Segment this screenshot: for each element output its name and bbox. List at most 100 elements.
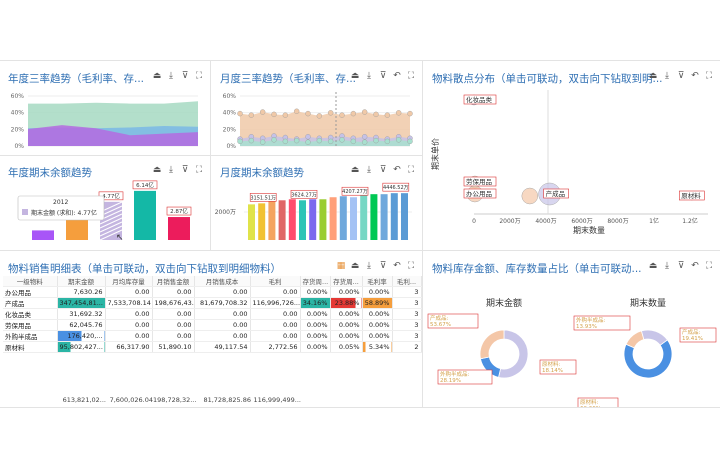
bar[interactable] <box>360 195 368 240</box>
undo-icon[interactable]: ↶ <box>393 261 401 271</box>
data-point[interactable] <box>339 137 345 143</box>
data-point[interactable] <box>305 110 311 117</box>
drill-icon[interactable]: ⤓ <box>169 71 173 81</box>
undo-icon[interactable]: ↶ <box>393 165 401 175</box>
table-row[interactable]: 外购半成品 176,420,... 0.00 0.00 0.00 0.00 0.00% 0.0… <box>3 330 422 342</box>
bar[interactable] <box>268 201 276 240</box>
data-point[interactable] <box>339 112 345 118</box>
donut-slice[interactable] <box>625 330 645 349</box>
data-point[interactable] <box>305 139 311 145</box>
data-point[interactable] <box>361 139 368 145</box>
bar[interactable] <box>329 197 337 240</box>
column-header[interactable]: 毛利 <box>250 276 301 287</box>
data-point[interactable] <box>407 138 413 145</box>
bar[interactable] <box>32 230 54 240</box>
bar[interactable] <box>401 193 408 240</box>
year-rate-chart[interactable]: 60% 40% 20% 0% <box>0 84 210 154</box>
filter-icon[interactable]: ⊽ <box>677 71 685 81</box>
export-icon[interactable]: ⏏ <box>152 71 162 81</box>
bar[interactable] <box>309 199 317 240</box>
table-row[interactable]: 原材料 95,802,427... 66,317.90 51,890.10 49,117… <box>3 341 422 353</box>
expand-icon[interactable]: ⛶ <box>195 165 203 175</box>
export-icon[interactable]: ⏏ <box>350 261 360 271</box>
export-icon[interactable]: ⏏ <box>152 165 162 175</box>
data-point[interactable] <box>384 112 391 118</box>
drill-icon[interactable]: ⤓ <box>169 165 173 175</box>
bar[interactable] <box>380 194 388 240</box>
drill-icon[interactable]: ⤓ <box>367 165 371 175</box>
column-header[interactable]: 存货周... <box>330 276 363 287</box>
bar[interactable] <box>370 194 378 240</box>
data-point[interactable] <box>282 112 289 118</box>
data-point[interactable] <box>384 138 391 145</box>
column-header[interactable]: 月销售成本 <box>194 276 251 287</box>
data-point[interactable] <box>248 137 255 144</box>
data-point[interactable] <box>237 110 243 117</box>
bar[interactable] <box>258 203 266 240</box>
data-point[interactable] <box>237 138 243 145</box>
data-point[interactable] <box>316 137 323 144</box>
drill-icon[interactable]: ⤓ <box>665 261 669 271</box>
bar[interactable] <box>66 215 88 240</box>
filter-icon[interactable]: ⊽ <box>379 261 387 271</box>
donut-slice[interactable] <box>640 329 668 346</box>
data-point[interactable] <box>395 110 402 116</box>
bar[interactable] <box>288 199 296 240</box>
column-header[interactable]: 期末金额 <box>57 276 106 287</box>
expand-icon[interactable]: ⛶ <box>407 71 415 81</box>
grid-icon[interactable]: ▦ <box>336 261 346 271</box>
undo-icon[interactable]: ↶ <box>691 71 699 81</box>
donut-slice[interactable] <box>479 329 505 360</box>
drill-icon[interactable]: ⤓ <box>665 71 669 81</box>
month-rate-chart[interactable]: 60% 40% 20% 0% <box>212 84 422 154</box>
stock-donut-charts[interactable]: 期末金额产成品:53.67%原材料:18.14%外购半成品:28.19%期末数量… <box>424 274 720 407</box>
expand-icon[interactable]: ⛶ <box>407 261 415 271</box>
data-point[interactable] <box>327 110 334 116</box>
expand-icon[interactable]: ⛶ <box>407 165 415 175</box>
data-point[interactable] <box>271 111 277 118</box>
expand-icon[interactable]: ⛶ <box>705 261 713 271</box>
table-row[interactable]: 产成品 347,454,81... 7,533,708.14 198,676,43..… <box>3 297 422 309</box>
column-header[interactable]: 月均库存量 <box>105 276 153 287</box>
bar[interactable] <box>299 200 306 240</box>
donut-slice[interactable] <box>623 339 673 379</box>
bar[interactable] <box>339 196 347 240</box>
bar[interactable] <box>134 190 156 240</box>
filter-icon[interactable]: ⊽ <box>677 261 685 271</box>
export-icon[interactable]: ⏏ <box>350 71 360 81</box>
undo-icon[interactable]: ↶ <box>691 261 699 271</box>
filter-icon[interactable]: ⊽ <box>181 165 189 175</box>
data-point[interactable] <box>293 137 300 144</box>
data-point[interactable] <box>316 113 323 119</box>
drill-icon[interactable]: ⤓ <box>367 71 371 81</box>
bar[interactable] <box>100 201 122 240</box>
bar[interactable] <box>248 204 255 240</box>
drill-icon[interactable]: ⤓ <box>367 261 371 271</box>
column-header[interactable]: 一级物料 <box>3 276 58 287</box>
data-point[interactable] <box>373 137 379 144</box>
data-point[interactable] <box>327 138 334 145</box>
column-header[interactable]: 毛利率 <box>362 276 393 287</box>
export-icon[interactable]: ⏏ <box>648 71 658 81</box>
data-point[interactable] <box>259 109 266 115</box>
export-icon[interactable]: ⏏ <box>350 165 360 175</box>
expand-icon[interactable]: ⛶ <box>705 71 713 81</box>
filter-icon[interactable]: ⊽ <box>379 71 387 81</box>
undo-icon[interactable]: ↶ <box>393 71 401 81</box>
column-header[interactable]: 存货周... <box>300 276 331 287</box>
data-point[interactable] <box>248 112 255 118</box>
data-point[interactable] <box>271 137 277 143</box>
bar[interactable] <box>350 197 357 240</box>
data-point[interactable] <box>373 111 379 118</box>
table-row[interactable]: 劳保用品 62,045.76 0.00 0.00 0.00 0.00 0.00% 0.00% 0… <box>3 319 422 331</box>
expand-icon[interactable]: ⛶ <box>195 71 203 81</box>
column-header[interactable]: 月销售金额 <box>152 276 195 287</box>
bar[interactable] <box>168 217 190 240</box>
bar[interactable] <box>278 200 286 240</box>
month-balance-chart[interactable]: 2000万 3151.51万 3624.27万 4207.27万 4446.52万 <box>212 178 422 248</box>
data-point[interactable] <box>407 110 413 117</box>
table-row[interactable]: 办公用品 7,630.26 0.00 0.00 0.00 0.00 0.00% 0.00% 0.… <box>3 286 422 298</box>
data-point[interactable] <box>350 110 357 117</box>
data-point[interactable] <box>293 108 300 114</box>
